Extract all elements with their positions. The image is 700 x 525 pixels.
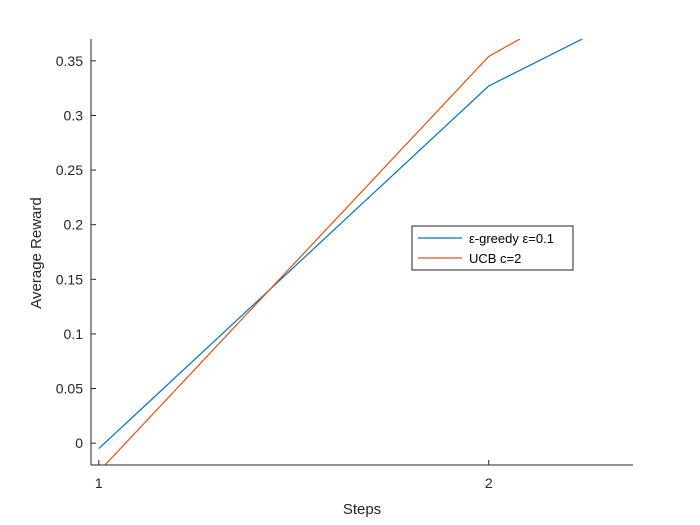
- legend: ε-greedy ε=0.1 UCB c=2: [411, 225, 574, 271]
- y-tick-label: 0.1: [64, 326, 84, 342]
- legend-box: [411, 225, 574, 271]
- y-axis-label: Average Reward: [28, 197, 45, 308]
- x-tick-label: 2: [485, 475, 493, 491]
- series-layer: [98, 39, 583, 465]
- legend-entry-label: UCB c=2: [469, 251, 521, 266]
- series-line-2: [104, 39, 521, 465]
- y-tick-label: 0: [75, 435, 83, 451]
- x-tick-label: 1: [95, 475, 103, 491]
- legend-entry-label: ε-greedy ε=0.1: [469, 231, 554, 246]
- y-axis-ticks: 0 0.05 0.1 0.15 0.2 0.25 0.3 0.35: [56, 53, 96, 451]
- y-tick-label: 0.15: [56, 271, 83, 287]
- x-axis-label: Steps: [343, 501, 381, 518]
- y-tick-label: 0.35: [56, 53, 83, 69]
- y-tick-label: 0.05: [56, 381, 83, 397]
- y-tick-label: 0.25: [56, 162, 83, 178]
- y-tick-label: 0.3: [64, 107, 84, 123]
- y-tick-label: 0.2: [64, 217, 84, 233]
- series-line-1: [98, 39, 583, 450]
